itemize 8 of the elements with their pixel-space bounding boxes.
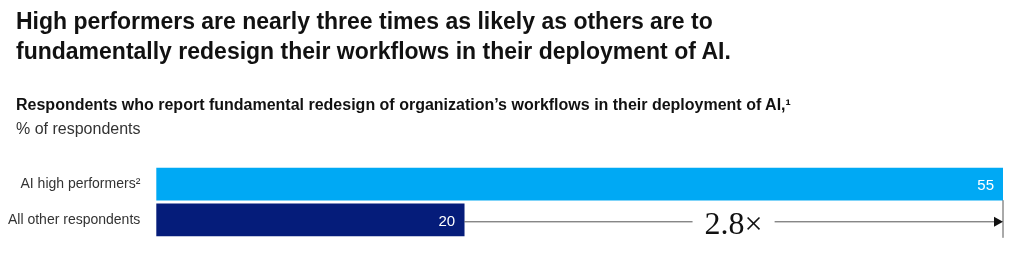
- data-label: 55: [977, 176, 994, 194]
- data-label: 20: [438, 211, 456, 229]
- chart-subtitle: Respondents who report fundamental redesign of organization’s workflows in their deployment of AI,¹: [16, 96, 791, 114]
- y-tick-label: All other respondents: [7, 210, 141, 227]
- annotation: 2.8×: [704, 205, 763, 242]
- x-axis-title: % of respondents: [16, 120, 141, 138]
- chart-title: High performers are nearly three times as likely as others are to fundamentally redesign their workflows in their deployment of AI.: [16, 7, 732, 66]
- y-tick-label: AI high performers²: [20, 175, 141, 192]
